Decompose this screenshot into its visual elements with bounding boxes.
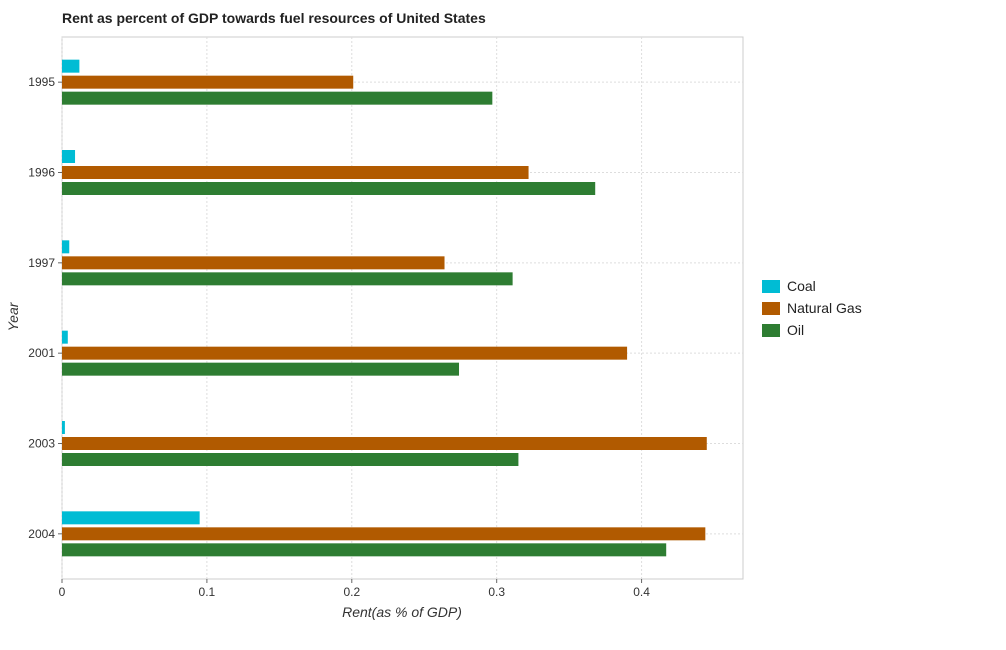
- y-tick-label: 1996: [28, 166, 55, 180]
- gridlines: [61, 36, 744, 580]
- legend-swatch-natural-gas: [762, 302, 780, 315]
- legend-swatch-oil: [762, 324, 780, 337]
- bars: [62, 59, 707, 557]
- x-tick-label: 0.4: [633, 585, 650, 599]
- bar-oil-2001: [62, 362, 460, 376]
- y-tick-label: 1997: [28, 256, 55, 270]
- y-tick-label: 2003: [28, 437, 55, 451]
- x-tick-label: 0.1: [199, 585, 216, 599]
- y-tick-label: 2004: [28, 527, 55, 541]
- bar-natural-gas-1996: [62, 166, 529, 179]
- bar-natural-gas-2004: [62, 527, 706, 541]
- bar-coal-2001: [62, 330, 68, 344]
- bar-oil-1996: [62, 182, 596, 195]
- y-tick-label: 2001: [28, 346, 55, 360]
- bar-natural-gas-1997: [62, 256, 445, 270]
- legend-swatch-coal: [762, 280, 780, 293]
- y-axis-label: Year: [5, 301, 21, 331]
- bar-oil-1995: [62, 91, 493, 105]
- bar-natural-gas-2001: [62, 346, 628, 360]
- bar-natural-gas-2003: [62, 437, 707, 450]
- bar-oil-1997: [62, 272, 513, 286]
- bar-coal-2003: [62, 421, 65, 434]
- legend-label-oil: Oil: [787, 322, 804, 338]
- x-tick-label: 0.2: [343, 585, 360, 599]
- plot-area: [61, 36, 744, 580]
- bar-coal-1995: [62, 59, 80, 73]
- legend-label-natural-gas: Natural Gas: [787, 300, 862, 316]
- bar-oil-2004: [62, 543, 667, 557]
- y-tick-label: 1995: [28, 75, 55, 89]
- bar-coal-1996: [62, 150, 76, 163]
- legend: Coal Natural Gas Oil: [762, 278, 862, 338]
- chart-title: Rent as percent of GDP towards fuel reso…: [62, 10, 486, 26]
- x-tick-label: 0.3: [488, 585, 505, 599]
- y-tick-labels: 1995 1996 1997 2001 2003 2004: [28, 75, 62, 541]
- bar-coal-1997: [62, 240, 70, 254]
- legend-label-coal: Coal: [787, 278, 816, 294]
- bar-oil-2003: [62, 453, 519, 466]
- x-axis-label: Rent(as % of GDP): [342, 604, 462, 620]
- bar-coal-2004: [62, 511, 200, 525]
- bar-natural-gas-1995: [62, 75, 354, 89]
- x-tick-label: 0: [59, 585, 66, 599]
- x-tick-labels: 0 0.1 0.2 0.3 0.4: [59, 579, 650, 599]
